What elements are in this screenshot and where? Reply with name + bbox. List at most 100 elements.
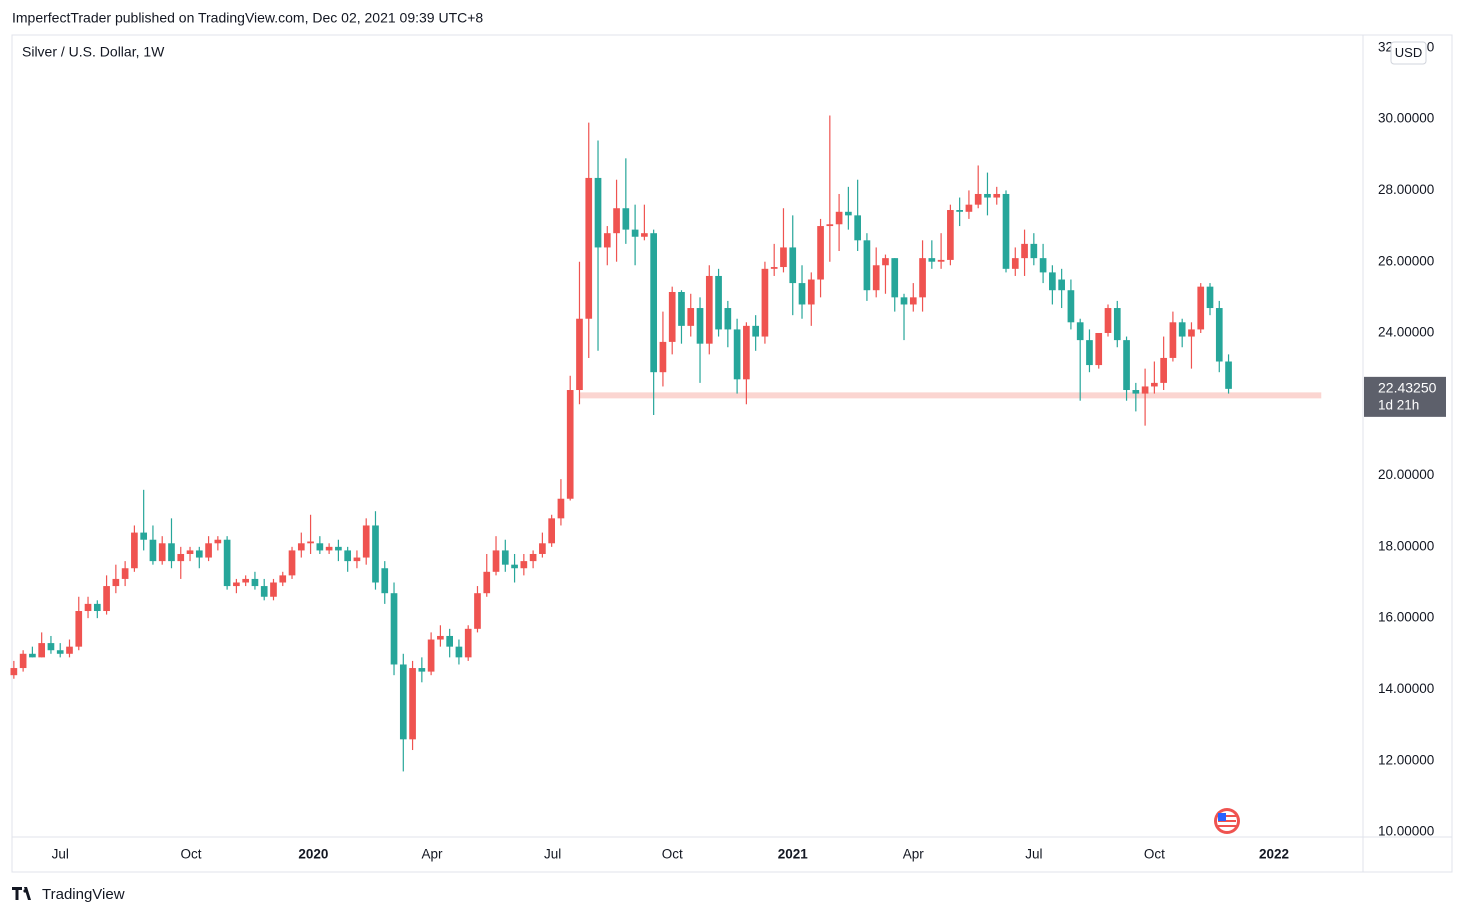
candle-body [1011, 258, 1019, 269]
candle-body [594, 177, 602, 248]
candle-body [492, 550, 500, 572]
candle-body [288, 550, 296, 576]
y-tick-label: 16.00000 [1378, 610, 1434, 625]
candle-body [260, 586, 268, 597]
frame [11, 34, 1453, 873]
candle-body [409, 668, 416, 740]
candle [353, 550, 361, 569]
candle [511, 553, 518, 583]
candle [937, 233, 945, 269]
candle [1132, 382, 1140, 412]
candle [613, 179, 620, 262]
last-price-label: 22.43250 [1378, 380, 1437, 396]
candle-body [399, 664, 407, 740]
y-tick-label: 12.00000 [1378, 752, 1434, 767]
candle-body [1215, 308, 1223, 362]
candle [1039, 243, 1047, 284]
candle [381, 561, 389, 604]
y-tick-label: 30.00000 [1378, 111, 1434, 126]
y-tick-label: 18.00000 [1378, 538, 1434, 553]
candle [297, 532, 305, 558]
candle [1113, 300, 1121, 348]
candle-body [1151, 382, 1158, 387]
candle [205, 536, 212, 562]
y-tick-label: 14.00000 [1378, 681, 1434, 696]
candle-body [501, 550, 509, 565]
candle [835, 193, 843, 252]
candle [409, 660, 416, 751]
candle [195, 546, 203, 569]
candle-body [780, 247, 787, 268]
y-tick-label: 28.00000 [1378, 182, 1434, 197]
candle-body [872, 265, 880, 291]
candle-body [10, 668, 18, 676]
candle-body [29, 653, 36, 658]
candle-body [798, 283, 806, 305]
candle [743, 322, 750, 405]
candle-body [307, 541, 314, 544]
candle-body [947, 210, 954, 260]
candle [177, 546, 185, 579]
candle-body [84, 603, 92, 612]
candle-body [168, 543, 175, 562]
candle-body [807, 279, 815, 305]
candle [1058, 268, 1065, 309]
candle [158, 536, 166, 565]
candle-body [1030, 243, 1038, 259]
candle-body [937, 259, 945, 262]
candle [984, 172, 991, 216]
candle [103, 575, 110, 615]
candle-body [882, 258, 889, 266]
candle [1169, 311, 1177, 362]
candle-body [344, 550, 352, 562]
candle [260, 578, 268, 601]
candle [372, 511, 379, 590]
candle-body [928, 258, 936, 262]
candle-body [678, 291, 685, 326]
candle-body [965, 204, 973, 212]
candle [1086, 329, 1093, 373]
candle-body [437, 635, 444, 640]
candle [242, 575, 250, 587]
candle [659, 311, 667, 387]
candle-body [891, 258, 899, 298]
candle-body [993, 193, 1001, 198]
candle [826, 115, 834, 262]
candle-body [696, 308, 704, 344]
candle [891, 258, 899, 312]
candle [807, 272, 815, 326]
candle [1030, 233, 1038, 266]
candle-body [362, 525, 370, 558]
axes: 10.00000 12.00000 14.00000 16.00000 18.00000… [52, 39, 1446, 862]
candle [798, 265, 806, 319]
candle [335, 539, 342, 562]
candle-body [576, 318, 583, 391]
candle-body [641, 233, 648, 237]
candle [390, 582, 398, 676]
candle [641, 204, 648, 241]
x-tick-label: 2022 [1259, 847, 1289, 862]
candle [1067, 279, 1075, 330]
x-tick-label: Apr [422, 847, 444, 862]
last-price-box [1364, 376, 1446, 417]
candle [10, 660, 18, 679]
x-tick-label: 2021 [778, 847, 809, 862]
y-tick-label: 26.00000 [1378, 253, 1434, 268]
candle-body [1169, 322, 1177, 358]
candle [678, 290, 685, 344]
candle-body [149, 539, 157, 562]
candle-body [418, 668, 426, 672]
candle [121, 561, 129, 587]
candle [1215, 300, 1223, 373]
candle [705, 265, 713, 355]
candle-body [233, 582, 240, 587]
candle [1011, 247, 1019, 276]
candle-body [1178, 322, 1186, 337]
candle [131, 525, 138, 572]
plot [10, 115, 1322, 772]
candle [928, 240, 936, 269]
candle-body [66, 646, 73, 654]
candle-body [566, 390, 574, 499]
candle-body [668, 291, 676, 342]
